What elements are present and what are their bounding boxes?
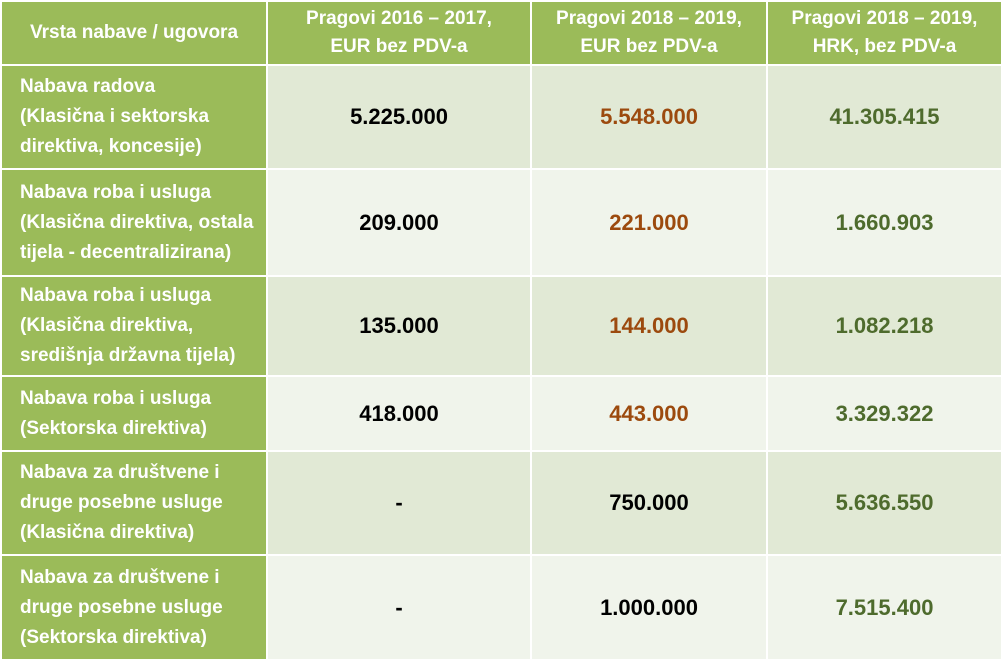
header-row: Vrsta nabave / ugovora Pragovi 2016 – 20… <box>0 0 1001 66</box>
table-row: Nabava roba i usluga (Klasična direktiva… <box>0 275 1001 377</box>
type-line: (Sektorska direktiva) <box>20 626 207 648</box>
hrk-2018-2019-value: 5.636.550 <box>766 450 1001 556</box>
hrk-2018-2019-value: 7.515.400 <box>766 554 1001 661</box>
header-hrk-2018-2019: Pragovi 2018 – 2019, HRK, bez PDV-a <box>766 0 1001 66</box>
header-line: Pragovi 2016 – 2017, <box>306 8 492 29</box>
table-row: Nabava radova (Klasična i sektorska dire… <box>0 64 1001 170</box>
eur-2016-2017-value: 209.000 <box>266 168 532 277</box>
hrk-2018-2019-value: 3.329.322 <box>766 375 1001 452</box>
type-line: (Klasična direktiva, <box>20 315 194 336</box>
table-row: Nabava roba i usluga (Sektorska direktiv… <box>0 375 1001 452</box>
type-line: druge posebne usluge <box>20 596 223 618</box>
type-line: (Klasična direktiva, ostala <box>20 211 254 233</box>
eur-2018-2019-value: 144.000 <box>530 275 768 377</box>
type-line: direktiva, koncesije) <box>20 136 202 157</box>
header-line: Vrsta nabave / ugovora <box>29 22 239 43</box>
procurement-type-cell: Nabava za društvene i druge posebne uslu… <box>0 554 268 661</box>
eur-2016-2017-value: 5.225.000 <box>266 64 532 170</box>
eur-2018-2019-value: 1.000.000 <box>530 554 768 661</box>
type-line: Nabava roba i usluga <box>20 285 212 306</box>
hrk-2018-2019-value: 1.082.218 <box>766 275 1001 377</box>
header-line: HRK, bez PDV-a <box>812 36 957 57</box>
type-line: (Klasična i sektorska <box>20 106 210 127</box>
eur-2018-2019-value: 5.548.000 <box>530 64 768 170</box>
header-procurement-type: Vrsta nabave / ugovora <box>0 0 268 66</box>
type-line: središnja državna tijela) <box>20 345 236 366</box>
type-line: tijela - decentralizirana) <box>20 241 232 263</box>
header-eur-2018-2019: Pragovi 2018 – 2019, EUR bez PDV-a <box>530 0 768 66</box>
type-line: Nabava za društvene i <box>20 566 220 588</box>
type-line: Nabava roba i usluga <box>20 387 212 409</box>
hrk-2018-2019-value: 1.660.903 <box>766 168 1001 277</box>
type-line: (Sektorska direktiva) <box>20 417 207 439</box>
table-row: Nabava za društvene i druge posebne uslu… <box>0 554 1001 661</box>
eur-2018-2019-value: 221.000 <box>530 168 768 277</box>
eur-2016-2017-value: - <box>266 450 532 556</box>
header-line: EUR bez PDV-a <box>330 36 468 57</box>
procurement-type-cell: Nabava roba i usluga (Klasična direktiva… <box>0 168 268 277</box>
type-line: Nabava za društvene i <box>20 462 220 483</box>
type-line: Nabava roba i usluga <box>20 181 212 203</box>
procurement-type-cell: Nabava radova (Klasična i sektorska dire… <box>0 64 268 170</box>
header-eur-2016-2017: Pragovi 2016 – 2017, EUR bez PDV-a <box>266 0 532 66</box>
type-line: druge posebne usluge <box>20 492 223 513</box>
hrk-2018-2019-value: 41.305.415 <box>766 64 1001 170</box>
eur-2018-2019-value: 750.000 <box>530 450 768 556</box>
procurement-type-cell: Nabava roba i usluga (Klasična direktiva… <box>0 275 268 377</box>
eur-2016-2017-value: 418.000 <box>266 375 532 452</box>
eur-2016-2017-value: - <box>266 554 532 661</box>
type-line: (Klasična direktiva) <box>20 522 195 543</box>
type-line: Nabava radova <box>20 76 156 97</box>
procurement-type-cell: Nabava za društvene i druge posebne uslu… <box>0 450 268 556</box>
procurement-type-cell: Nabava roba i usluga (Sektorska direktiv… <box>0 375 268 452</box>
header-line: Pragovi 2018 – 2019, <box>556 8 742 29</box>
header-line: Pragovi 2018 – 2019, <box>791 8 978 29</box>
table-row: Nabava roba i usluga (Klasična direktiva… <box>0 168 1001 277</box>
header-line: EUR bez PDV-a <box>580 36 718 57</box>
eur-2016-2017-value: 135.000 <box>266 275 532 377</box>
eur-2018-2019-value: 443.000 <box>530 375 768 452</box>
table-row: Nabava za društvene i druge posebne uslu… <box>0 450 1001 556</box>
